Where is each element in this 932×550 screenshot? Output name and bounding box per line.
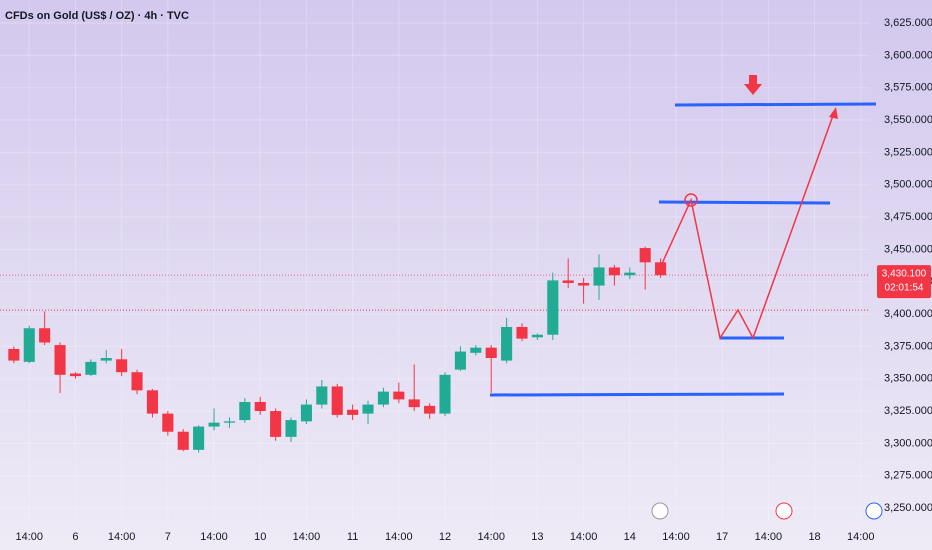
y-tick-label: 3,350.000 <box>884 373 932 385</box>
candle-body <box>116 359 128 373</box>
x-tick-label: 7 <box>165 531 171 543</box>
x-tick-label: 14:00 <box>200 531 228 543</box>
candle-body <box>69 373 81 377</box>
resistance-line <box>674 102 877 107</box>
candle-body <box>39 328 51 343</box>
x-tick-label: 14:00 <box>477 531 505 543</box>
candle-body <box>100 358 112 361</box>
candle-body <box>593 267 605 286</box>
candle-body <box>177 431 189 450</box>
candle-body <box>254 401 266 412</box>
candle-body <box>208 422 220 427</box>
candle-body <box>516 326 528 339</box>
x-tick-label: 11 <box>347 531 358 543</box>
x-tick-label: 14:00 <box>293 531 321 543</box>
y-tick-label: 3,325.000 <box>884 405 932 417</box>
x-tick-label: 18 <box>808 531 820 543</box>
y-tick-label: 3,450.000 <box>884 243 932 255</box>
candle-body <box>223 421 235 423</box>
y-tick-label: 3,625.000 <box>884 17 932 29</box>
x-tick-label: 14 <box>624 531 636 543</box>
x-tick-label: 14:00 <box>755 531 783 543</box>
candle-body <box>501 326 513 361</box>
event-icon[interactable] <box>865 502 883 520</box>
x-tick-label: 17 <box>716 531 728 543</box>
candle-body <box>23 328 35 362</box>
y-tick-label: 3,600.000 <box>884 49 932 61</box>
arrow-head <box>829 107 838 119</box>
x-tick-label: 14:00 <box>15 531 43 543</box>
y-tick-label: 3,375.000 <box>884 340 932 352</box>
candle-body <box>8 348 20 361</box>
y-tick-label: 3,400.000 <box>884 308 932 320</box>
event-icon[interactable] <box>775 502 793 520</box>
candle-body <box>439 374 451 414</box>
candle-body <box>578 282 590 286</box>
y-tick-label: 3,250.000 <box>884 502 932 514</box>
chart-title: CFDs on Gold (US$ / OZ) · 4h · TVC <box>5 10 189 22</box>
candle-body <box>54 345 66 375</box>
candles <box>8 246 667 453</box>
candle-body <box>331 386 343 415</box>
candle-body <box>624 272 636 276</box>
candle-body <box>193 426 205 450</box>
y-tick-label: 3,300.000 <box>884 437 932 449</box>
y-tick-label: 3,550.000 <box>884 114 932 126</box>
x-tick-label: 13 <box>531 531 543 543</box>
last-price-label: 3,430.100 <box>882 269 927 280</box>
candle-body <box>347 409 359 415</box>
candle-body <box>485 347 497 359</box>
x-tick-label: 14:00 <box>662 531 690 543</box>
x-tick-label: 12 <box>439 531 451 543</box>
candle-body <box>285 420 297 437</box>
event-icon[interactable] <box>651 502 669 520</box>
candle-body <box>377 391 389 405</box>
candle-body <box>393 391 405 400</box>
x-tick-label: 14:00 <box>385 531 413 543</box>
y-tick-label: 3,525.000 <box>884 146 932 158</box>
candle-body <box>639 248 651 263</box>
candle-body <box>547 280 559 335</box>
marker-circle <box>684 193 698 207</box>
candle-body <box>239 401 251 421</box>
candle-body <box>316 386 328 405</box>
y-tick-label: 3,500.000 <box>884 179 932 191</box>
candle-body <box>531 334 543 338</box>
x-tick-label: 14:00 <box>847 531 875 543</box>
y-tick-label: 3,475.000 <box>884 211 932 223</box>
candle-body <box>408 399 420 408</box>
candle-body <box>470 347 482 353</box>
candle-body <box>454 351 466 370</box>
support-line <box>489 392 785 397</box>
candle-body <box>270 411 282 437</box>
candle-body <box>146 390 158 414</box>
y-tick-label: 3,575.000 <box>884 82 932 94</box>
candle-body <box>362 404 374 414</box>
candle-body <box>162 413 174 432</box>
axes: 3,250.000 3,275.000 3,300.000 3,325.000 3,35… <box>15 17 932 543</box>
candle-body <box>424 405 436 414</box>
candle-body <box>562 280 574 283</box>
candle-body <box>608 267 620 276</box>
projection-path <box>659 109 836 340</box>
countdown-label: 02:01:54 <box>885 283 924 294</box>
x-tick-label: 6 <box>72 531 78 543</box>
candle-body <box>655 262 667 276</box>
y-tick-label: 3,275.000 <box>884 470 932 482</box>
x-tick-label: 14:00 <box>570 531 598 543</box>
drawings <box>489 75 883 520</box>
candle-body <box>85 361 97 375</box>
price-tag <box>877 265 931 299</box>
down-arrow <box>744 75 762 95</box>
candle-body <box>131 372 143 391</box>
x-tick-label: 14:00 <box>108 531 136 543</box>
candle-body <box>300 404 312 422</box>
x-tick-label: 10 <box>254 531 266 543</box>
